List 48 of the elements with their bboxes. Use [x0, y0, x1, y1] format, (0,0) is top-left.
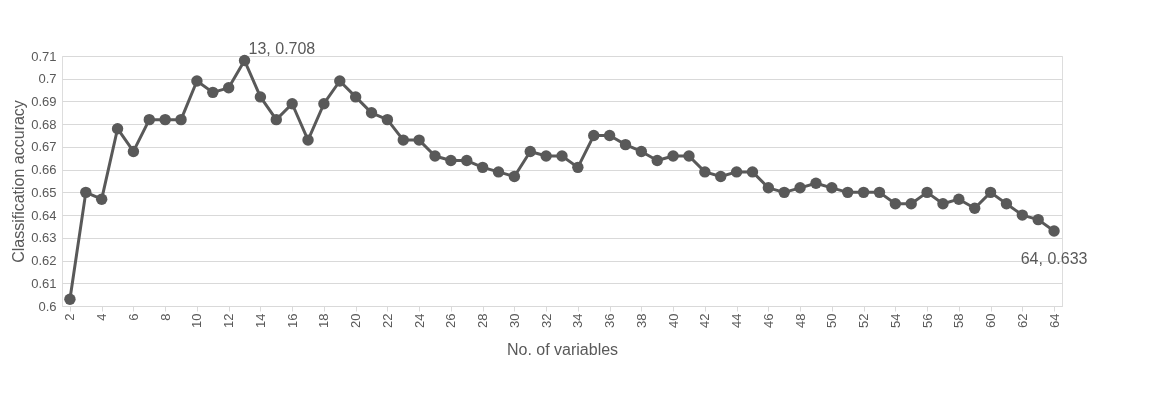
y-tick-label: 0.7 — [38, 71, 57, 87]
x-tick-label: 64 — [1046, 313, 1062, 328]
y-tick-label: 0.69 — [31, 93, 57, 109]
y-tick-label: 0.67 — [31, 139, 57, 155]
x-tick-label: 16 — [284, 313, 300, 328]
x-tick-label: 34 — [570, 313, 586, 328]
x-tick-label: 10 — [189, 313, 205, 328]
x-tick-label: 6 — [125, 313, 141, 321]
x-tick-label: 14 — [252, 313, 268, 328]
x-tick-label: 20 — [348, 313, 364, 328]
x-tick-label: 54 — [887, 313, 903, 328]
x-tick-label: 24 — [411, 313, 427, 328]
x-tick-label: 62 — [1014, 313, 1030, 328]
x-tick-label: 4 — [94, 313, 110, 321]
y-tick-label: 0.71 — [31, 48, 57, 64]
y-tick-label: 0.62 — [31, 253, 57, 269]
y-tick-label: 0.6 — [38, 298, 57, 314]
x-tick-label: 36 — [602, 313, 618, 328]
x-tick-label: 50 — [824, 313, 840, 328]
y-tick-label: 0.65 — [31, 184, 57, 200]
x-tick-label: 28 — [475, 313, 491, 328]
y-tick-label: 0.61 — [31, 275, 57, 291]
annotation: 64, 0.633 — [1020, 250, 1088, 267]
x-tick-label: 26 — [443, 313, 459, 328]
x-tick-label: 46 — [760, 313, 776, 328]
x-tick-label: 48 — [792, 313, 808, 328]
x-tick-label: 52 — [856, 313, 872, 328]
x-tick-label: 18 — [316, 313, 332, 328]
annotation: 13, 0.708 — [248, 39, 316, 57]
x-tick-label: 12 — [221, 313, 237, 328]
x-tick-label: 42 — [697, 313, 713, 328]
x-tick-label: 22 — [379, 313, 395, 328]
x-tick-label: 32 — [538, 313, 554, 328]
x-tick-label: 58 — [951, 313, 967, 328]
x-tick-label: 8 — [157, 313, 173, 321]
y-tick-label: 0.63 — [31, 230, 57, 246]
y-axis-title: Classification accuracy — [10, 100, 28, 263]
y-tick-label: 0.68 — [31, 116, 57, 132]
x-axis-title: No. of variables — [506, 340, 619, 358]
x-tick-label: 60 — [983, 313, 999, 328]
x-tick-label: 2 — [62, 313, 78, 321]
x-tick-label: 30 — [506, 313, 522, 328]
y-tick-label: 0.64 — [31, 207, 57, 223]
y-tick-label: 0.66 — [31, 162, 57, 178]
x-tick-label: 56 — [919, 313, 935, 328]
x-tick-label: 38 — [633, 313, 649, 328]
x-tick-label: 40 — [665, 313, 681, 328]
x-tick-label: 44 — [729, 313, 745, 328]
